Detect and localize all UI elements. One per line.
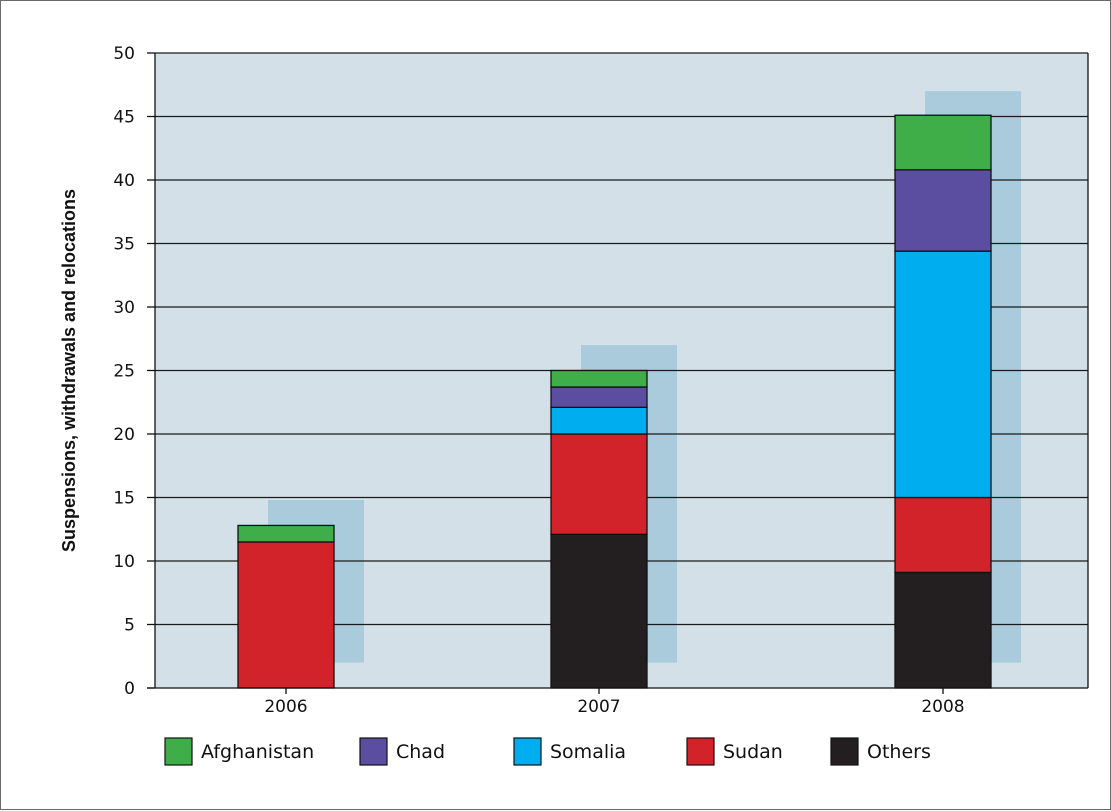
y-tick-labels: 0 5 10 15 20 25 30 35 40 45 50: [113, 44, 135, 699]
y-tick-label: 15: [113, 489, 135, 509]
bar-segment-chad-2007: [550, 386, 648, 408]
bar-segment-somalia-2008: [894, 250, 992, 499]
legend-label: Others: [867, 741, 931, 763]
legend: Afghanistan Chad Somalia Sudan Others: [164, 737, 931, 766]
legend-item-others: Others: [830, 737, 931, 766]
legend-label: Sudan: [723, 741, 783, 763]
legend-item-chad: Chad: [359, 737, 445, 766]
y-tick-label: 20: [113, 425, 135, 445]
legend-swatch-somalia: [513, 737, 542, 766]
x-tick-labels: 2006 2007 2008: [264, 697, 964, 717]
y-tick-label: 35: [113, 235, 135, 255]
bar-segment-sudan-2006: [237, 541, 335, 689]
y-tick-label: 0: [124, 679, 135, 699]
legend-swatch-afghanistan: [164, 737, 193, 766]
legend-item-afghanistan: Afghanistan: [164, 737, 314, 766]
x-tick-label: 2007: [577, 697, 620, 717]
y-tick-label: 45: [113, 108, 135, 128]
bar-segment-sudan-2007: [550, 433, 648, 535]
bar-segment-afghanistan-2007: [550, 369, 648, 388]
legend-item-sudan: Sudan: [686, 737, 783, 766]
y-tick-label: 25: [113, 362, 135, 382]
x-tick-label: 2008: [921, 697, 964, 717]
bar-segment-chad-2008: [894, 169, 992, 252]
axes: [147, 52, 1089, 694]
y-tick-label: 40: [113, 171, 135, 191]
bar-segment-afghanistan-2008: [894, 114, 992, 171]
bar-segment-afghanistan-2006: [237, 524, 335, 543]
y-tick-label: 50: [113, 44, 135, 64]
legend-label: Afghanistan: [201, 741, 314, 763]
y-tick-label: 5: [124, 616, 135, 636]
y-tick-label: 10: [113, 552, 135, 572]
legend-label: Chad: [396, 741, 445, 763]
bars: [237, 114, 992, 689]
legend-label: Somalia: [550, 741, 626, 763]
y-tick-label: 30: [113, 298, 135, 318]
y-axis-title: Suspensions, withdrawals and relocations: [59, 189, 79, 552]
legend-item-somalia: Somalia: [513, 737, 626, 766]
legend-swatch-others: [830, 737, 859, 766]
legend-swatch-sudan: [686, 737, 715, 766]
bar-segment-sudan-2008: [894, 496, 992, 574]
bar-segment-others-2007: [550, 533, 648, 689]
legend-swatch-chad: [359, 737, 388, 766]
bar-segment-somalia-2007: [550, 406, 648, 435]
bar-segment-others-2008: [894, 571, 992, 689]
x-tick-label: 2006: [264, 697, 307, 717]
